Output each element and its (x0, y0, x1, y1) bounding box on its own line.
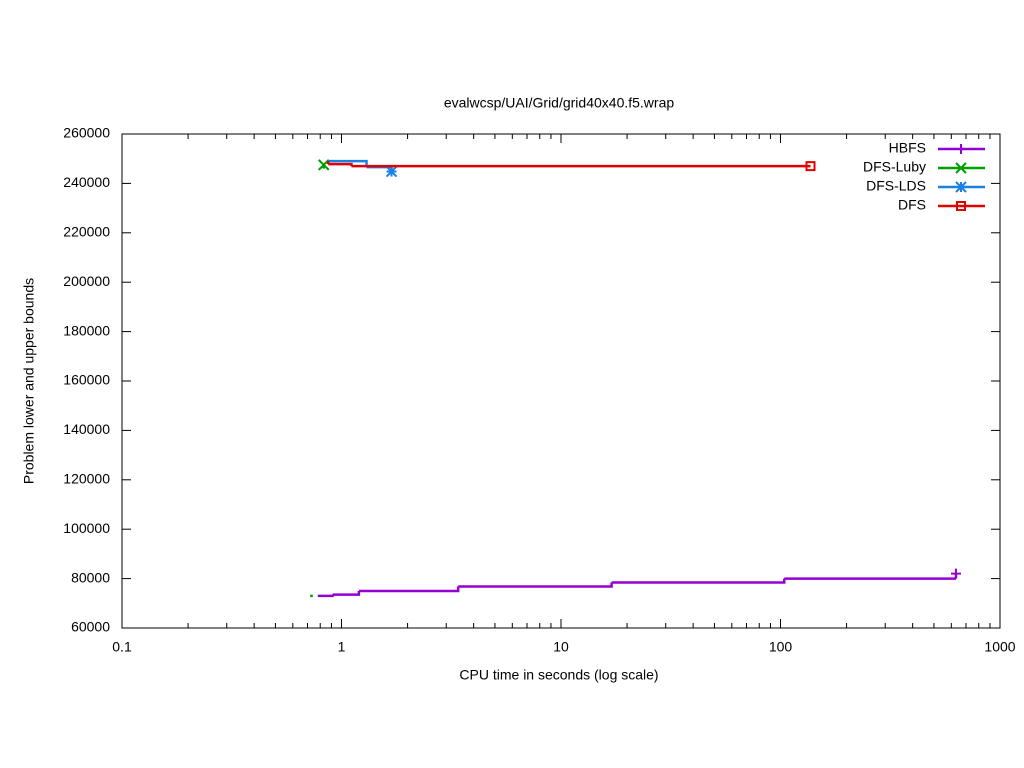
x-tick-label: 100 (769, 639, 793, 655)
step-segment (317, 594, 334, 598)
chart-title: evalwcsp/UAI/Grid/grid40x40.f5.wrap (444, 95, 675, 111)
y-tick-label: 260000 (63, 125, 110, 141)
step-segment (332, 590, 361, 596)
step-segment (611, 578, 786, 584)
step-segment (328, 162, 353, 167)
legend-label: HBFS (889, 140, 926, 156)
marker (805, 161, 816, 172)
y-tick-label: 60000 (71, 619, 110, 635)
y-axis-label: Problem lower and upper bounds (21, 278, 37, 484)
legend-label: DFS-Luby (863, 159, 926, 175)
marker (385, 165, 398, 178)
y-tick-label: 100000 (63, 520, 110, 536)
x-tick-label: 0.1 (112, 639, 132, 655)
legend-label: DFS (898, 197, 926, 213)
x-tick-label: 1 (338, 639, 346, 655)
plot-frame (121, 133, 1001, 629)
y-tick-label: 220000 (63, 224, 110, 240)
marker (950, 568, 961, 579)
marker (955, 181, 967, 193)
x-axis-label: CPU time in seconds (log scale) (459, 667, 658, 683)
x-tick-label: 1000 (984, 639, 1015, 655)
x-tick-label: 10 (553, 639, 569, 655)
y-tick-label: 180000 (63, 322, 110, 338)
marker (956, 144, 966, 154)
legend-label: DFS-LDS (866, 178, 926, 194)
y-tick-label: 160000 (63, 372, 110, 388)
marker (955, 162, 967, 174)
y-tick-label: 240000 (63, 174, 110, 190)
y-tick-label: 80000 (71, 569, 110, 585)
y-tick-label: 120000 (63, 471, 110, 487)
y-tick-label: 200000 (63, 273, 110, 289)
y-tick-label: 140000 (63, 421, 110, 437)
step-segment (458, 582, 613, 588)
marker (956, 201, 966, 211)
step-segment (358, 586, 460, 593)
